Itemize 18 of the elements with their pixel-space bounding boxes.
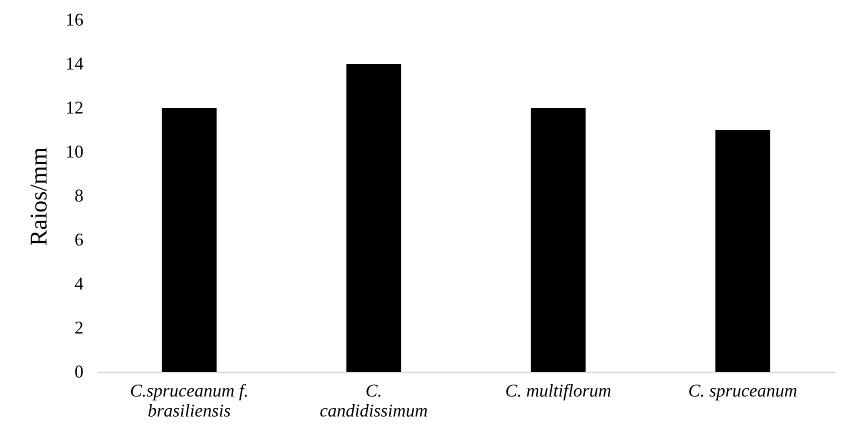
y-tick-label: 2 xyxy=(74,318,84,338)
y-tick-label: 6 xyxy=(74,230,84,250)
y-tick-label: 4 xyxy=(74,274,84,294)
bar xyxy=(715,130,770,372)
bar xyxy=(346,64,402,372)
x-tick-label: C. multiflorum xyxy=(505,380,612,400)
y-tick-label: 16 xyxy=(66,10,84,30)
y-axis-title: Raios/mm xyxy=(26,146,52,246)
y-tick-label: 0 xyxy=(74,362,84,382)
x-tick-label: C. spruceanum xyxy=(688,380,798,400)
x-tick-label: C. candidissimum xyxy=(320,380,428,420)
y-tick-label: 10 xyxy=(66,142,84,162)
y-tick-label: 14 xyxy=(66,54,84,74)
bar xyxy=(530,108,586,372)
y-tick-label: 8 xyxy=(74,186,84,206)
bar xyxy=(162,108,217,372)
x-tick-label: C.spruceanum f. brasiliensis xyxy=(130,380,248,420)
y-tick-label: 12 xyxy=(66,98,84,118)
